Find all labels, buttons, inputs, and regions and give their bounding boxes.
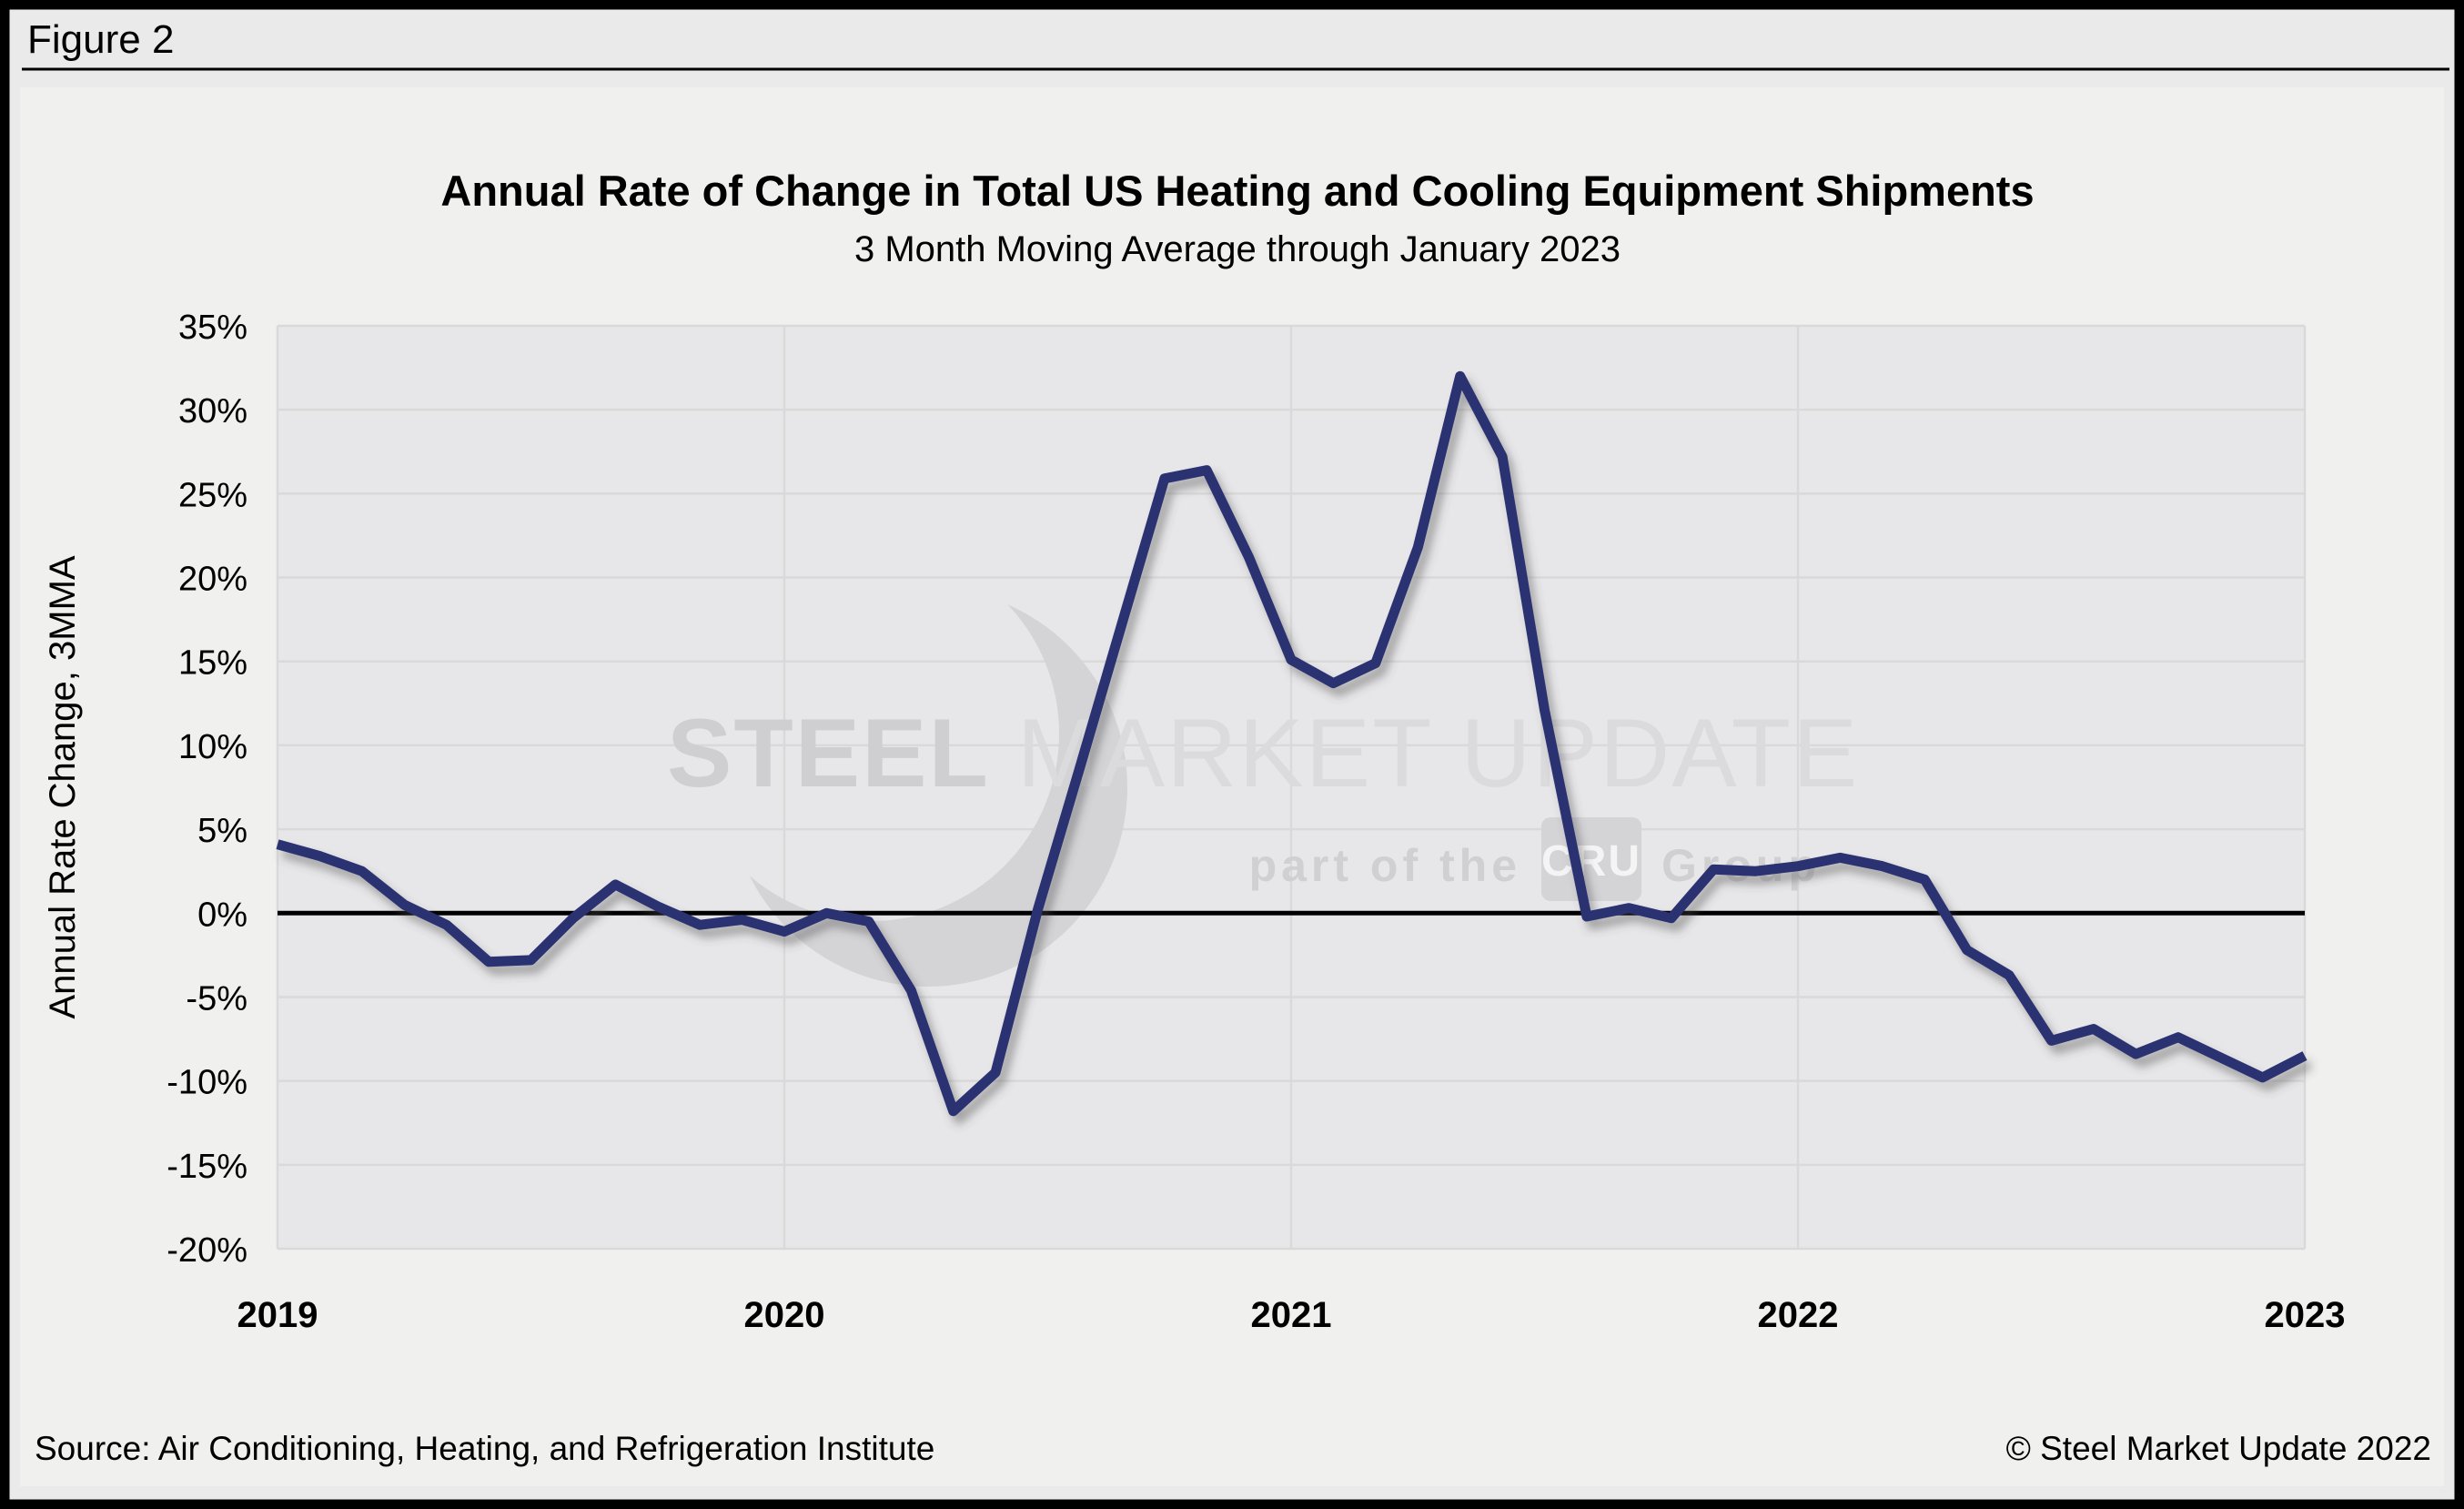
copyright-note: © Steel Market Update 2022 [2006, 1430, 2431, 1467]
watermark-market-update-text: MARKET UPDATE [1017, 698, 1860, 807]
trend-line [276, 370, 2307, 1117]
y-axis-tick-labels: 35% 30% 25% 20% 15% 10% 5% 0% -5% -10% -15% -20% [167, 309, 247, 1270]
watermark-crescent-logo [728, 587, 1128, 987]
x-tick-label: 2021 [1251, 1295, 1332, 1335]
x-tick-label: 2022 [1758, 1295, 1839, 1335]
figure-label: Figure 2 [27, 17, 174, 62]
y-tick-label: 35% [178, 309, 247, 347]
watermark: STEEL MARKET UPDATE part of the CRU Grou… [667, 587, 1859, 987]
y-tick-label: 25% [178, 476, 247, 514]
y-tick-label: 0% [197, 896, 247, 934]
chart-subtitle: 3 Month Moving Average through January 2… [854, 229, 1621, 269]
y-tick-label: 10% [178, 728, 247, 766]
y-axis-title: Annual Rate Change, 3MMA [43, 555, 83, 1019]
y-tick-label: -10% [167, 1064, 247, 1102]
gridlines [276, 324, 2307, 1251]
y-tick-label: 5% [197, 812, 247, 850]
x-tick-label: 2023 [2265, 1295, 2346, 1335]
source-note: Source: Air Conditioning, Heating, and R… [35, 1430, 934, 1467]
watermark-steel-text: STEEL [667, 698, 1017, 807]
chart-title: Annual Rate of Change in Total US Heatin… [440, 167, 2034, 215]
y-tick-label: 20% [178, 561, 247, 599]
y-tick-label: -5% [186, 979, 247, 1018]
y-tick-label: 15% [178, 644, 247, 683]
watermark-part-of-the-text: part of the [1249, 840, 1521, 891]
y-tick-label: -20% [167, 1231, 247, 1270]
x-axis-tick-labels: 2019 2020 2021 2022 2023 [237, 1295, 2346, 1335]
cru-logo-text: CRU [1541, 837, 1641, 886]
x-tick-label: 2019 [237, 1295, 318, 1335]
watermark-text: STEEL MARKET UPDATE [667, 698, 1859, 807]
y-tick-label: 30% [178, 392, 247, 430]
x-tick-label: 2020 [744, 1295, 825, 1335]
y-tick-label: -15% [167, 1148, 247, 1186]
